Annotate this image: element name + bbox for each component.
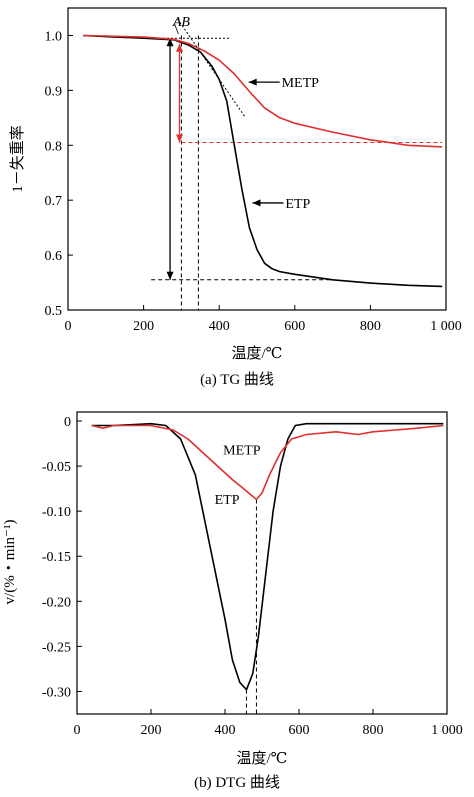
x-tick-label: 400 [215,723,236,738]
x-tick-label: 0 [74,723,81,738]
metp-label-arrow-head [248,78,257,86]
dtg-panel: 0 200 400 600 800 1 000 0 -0.05 -0.10 -0.15 -0.20… [2,411,463,791]
tg-plot-frame [67,7,447,311]
y-tick-label: -0.10 [42,505,71,520]
y-tick-label: -0.25 [42,640,71,655]
x-tick-label: 200 [133,319,154,334]
y-tick-label: -0.05 [42,460,71,475]
tg-y-axis-title: 1－失重率 [9,125,26,193]
x-tick-label: 600 [284,319,305,334]
etp-loss-arrow-head [166,271,174,280]
y-tick-label: -0.20 [42,595,71,610]
metp-label: METP [223,443,261,458]
series-line-metp [83,34,443,148]
ab-pointer [174,23,179,35]
etp-label: ETP [215,493,240,508]
dtg-annotations: METP ETP [215,443,261,508]
ab-label: AB [172,15,191,30]
tg-x-ticks: 0 200 400 600 800 1 000 [65,305,462,334]
metp-label: METP [282,76,320,91]
y-tick-label: 1.0 [45,29,63,44]
series-line-etp [83,34,443,288]
tg-panel: 0 200 400 600 800 1 000 0.5 0.6 0.7 0.8 0.9 1.0 AB… [9,7,462,388]
dtg-x-ticks: 0 200 400 600 800 1 000 [74,709,463,738]
y-tick-label: -0.30 [42,685,71,700]
metp-loss-arrow-head [176,43,184,52]
dtg-x-axis-title: 温度/℃ [237,750,288,767]
x-tick-label: 800 [363,723,384,738]
x-tick-label: 1 000 [430,319,462,334]
y-tick-label: 0.9 [45,84,63,99]
dtg-y-ticks: 0 -0.05 -0.10 -0.15 -0.20 -0.25 -0.30 [42,415,82,700]
tg-series [83,34,443,288]
dtg-guide-lines [245,499,257,714]
etp-label: ETP [285,197,310,212]
y-tick-label: 0.5 [45,304,63,319]
tg-x-axis-title: 温度/℃ [232,345,283,362]
y-tick-label: 0.6 [45,249,63,264]
x-tick-label: 1 000 [431,723,463,738]
x-tick-label: 200 [141,723,162,738]
series-line-etp [91,422,444,691]
y-tick-label: 0.8 [45,139,63,154]
tg-caption: (a) TG 曲线 [200,371,274,388]
dtg-series [91,422,444,691]
tg-y-ticks: 0.5 0.6 0.7 0.8 0.9 1.0 [45,29,73,319]
etp-loss-arrow-head [166,38,174,47]
dtg-caption: (b) DTG 曲线 [194,774,280,791]
x-tick-label: 400 [209,319,230,334]
x-tick-label: 800 [360,319,381,334]
dtg-plot-frame [76,411,448,715]
etp-label-arrow-head [252,199,261,207]
slope-tangent [177,18,247,119]
y-tick-label: -0.15 [42,550,71,565]
y-tick-label: 0 [64,415,71,430]
x-tick-label: 0 [65,319,72,334]
y-tick-label: 0.7 [45,194,63,209]
x-tick-label: 600 [289,723,310,738]
tg-annotations: AB METP ETP [172,15,319,212]
series-line-metp [91,424,444,501]
tg-guide-lines [151,18,443,310]
metp-loss-arrow-head [176,134,184,143]
dtg-y-axis-title: v/(%・min⁻¹) [2,520,18,605]
